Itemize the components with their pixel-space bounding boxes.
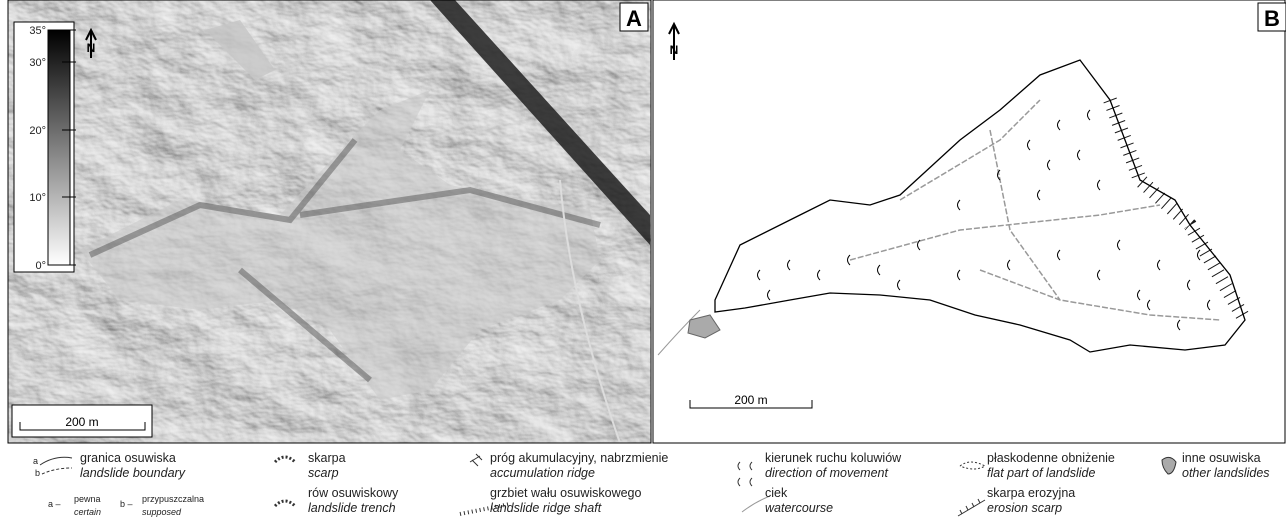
legend-label: inne osuwiska [1182, 451, 1261, 465]
north-label: N [87, 41, 96, 55]
panel-label: A [626, 6, 642, 31]
legend-label: skarpa erozyjna [987, 486, 1075, 500]
legend-label: ciek [765, 486, 788, 500]
slope-tick-label: 35° [29, 25, 46, 37]
legend-label-en: accumulation ridge [490, 466, 595, 480]
legend-label-en: other landslides [1182, 466, 1270, 480]
slope-tick-label: 20° [29, 125, 46, 137]
legend-sublabel: b [35, 468, 40, 478]
figure: A 35° 30° 20° 10° 0° N 200 m B N 200 m grani… [0, 0, 1286, 527]
legend-label-en: watercourse [765, 501, 833, 515]
legend-label-en: erosion scarp [987, 501, 1062, 515]
legend-sublabel: pewna [74, 494, 101, 504]
legend-label-en: flat part of landslide [987, 466, 1095, 480]
legend-sublabel: a – [48, 499, 61, 509]
legend-label: skarpa [308, 451, 346, 465]
legend-sublabel: przypuszczalna [142, 494, 204, 504]
hillshade [8, 0, 651, 443]
legend-label: kierunek ruchu koluwiów [765, 451, 902, 465]
legend-label: rów osuwiskowy [308, 486, 399, 500]
legend-label: próg akumulacyjny, nabrzmienie [490, 451, 668, 465]
legend-label-en: landslide trench [308, 501, 396, 515]
scale-label: 200 m [65, 415, 98, 429]
panel-label: B [1264, 6, 1280, 31]
legend-label-en: direction of movement [765, 466, 889, 480]
slope-tick-label: 0° [35, 260, 46, 272]
legend-sublabel: a [33, 456, 38, 466]
legend-label-en: landslide boundary [80, 466, 186, 480]
legend-sublabel: supposed [142, 507, 182, 517]
legend-sublabel: certain [74, 507, 101, 517]
scale-bar: 200 m [12, 405, 152, 437]
legend-label: granica osuwiska [80, 451, 176, 465]
slope-tick-label: 30° [29, 57, 46, 69]
legend-label: płaskodenne obniżenie [987, 451, 1115, 465]
legend-sublabel: b – [120, 499, 133, 509]
scale-label: 200 m [734, 393, 767, 407]
slope-legend: 35° 30° 20° 10° 0° [14, 22, 76, 272]
legend-label: grzbiet wału osuwiskowego [490, 486, 642, 500]
north-label: N [670, 43, 679, 57]
legend-label-en: landslide ridge shaft [490, 501, 602, 515]
slope-tick-label: 10° [29, 192, 46, 204]
legend-label-en: scarp [308, 466, 339, 480]
